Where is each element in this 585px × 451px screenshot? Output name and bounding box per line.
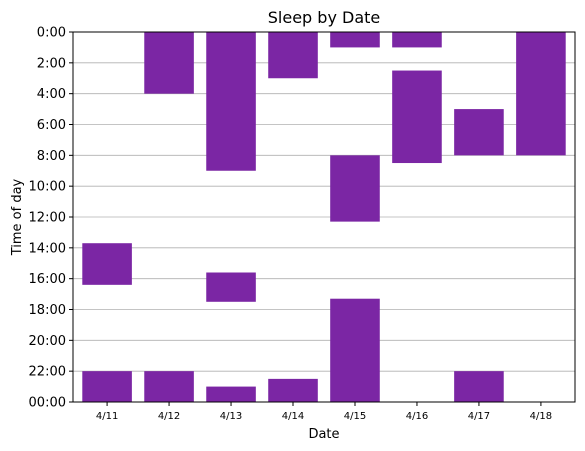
sleep-bar [82,243,132,285]
x-axis-label: Date [308,427,339,442]
x-tick-label: 4/14 [282,411,304,422]
x-tick-label: 4/11 [96,411,118,422]
sleep-bar [392,70,442,164]
sleep-bar [144,32,194,94]
y-axis-label: Time of day [10,178,25,256]
x-tick-label: 4/15 [344,411,366,422]
x-tick-label: 4/18 [530,411,552,422]
sleep-bar [392,32,442,48]
y-tick-label: 10:00 [29,180,66,195]
x-tick-label: 4/16 [406,411,428,422]
x-axis-ticks: 4/11 4/12 4/13 4/14 4/15 4/16 4/17 4/18 [96,402,552,422]
sleep-bar [454,371,504,402]
y-tick-label: 16:00 [29,272,66,287]
sleep-bar [206,386,256,402]
y-tick-label: 6:00 [37,118,66,133]
y-tick-label: 20:00 [29,334,66,349]
y-tick-label: 00:00 [29,396,66,411]
y-tick-label: 22:00 [29,365,66,380]
x-tick-label: 4/17 [468,411,490,422]
y-tick-label: 14:00 [29,241,66,256]
sleep-bar [454,109,504,156]
x-tick-label: 4/12 [158,411,180,422]
y-tick-label: 4:00 [37,87,66,102]
sleep-bars [82,32,566,402]
sleep-bar [268,32,318,79]
sleep-bar [330,155,380,222]
y-axis-ticks: 0:00 2:00 4:00 6:00 8:00 10:00 12:00 14:00 16:00… [29,26,73,411]
sleep-bar [144,371,194,402]
x-tick-label: 4/13 [220,411,242,422]
sleep-bar [516,32,566,156]
sleep-bar [206,272,256,302]
y-tick-label: 0:00 [37,26,66,41]
y-tick-label: 2:00 [37,56,66,71]
y-tick-label: 18:00 [29,303,66,318]
sleep-bar [206,32,256,171]
sleep-bar [330,298,380,402]
y-tick-label: 12:00 [29,211,66,226]
sleep-bar [268,378,318,402]
chart-title: Sleep by Date [268,8,380,27]
sleep-bar [330,32,380,48]
y-tick-label: 8:00 [37,149,66,164]
sleep-bar [82,371,132,402]
